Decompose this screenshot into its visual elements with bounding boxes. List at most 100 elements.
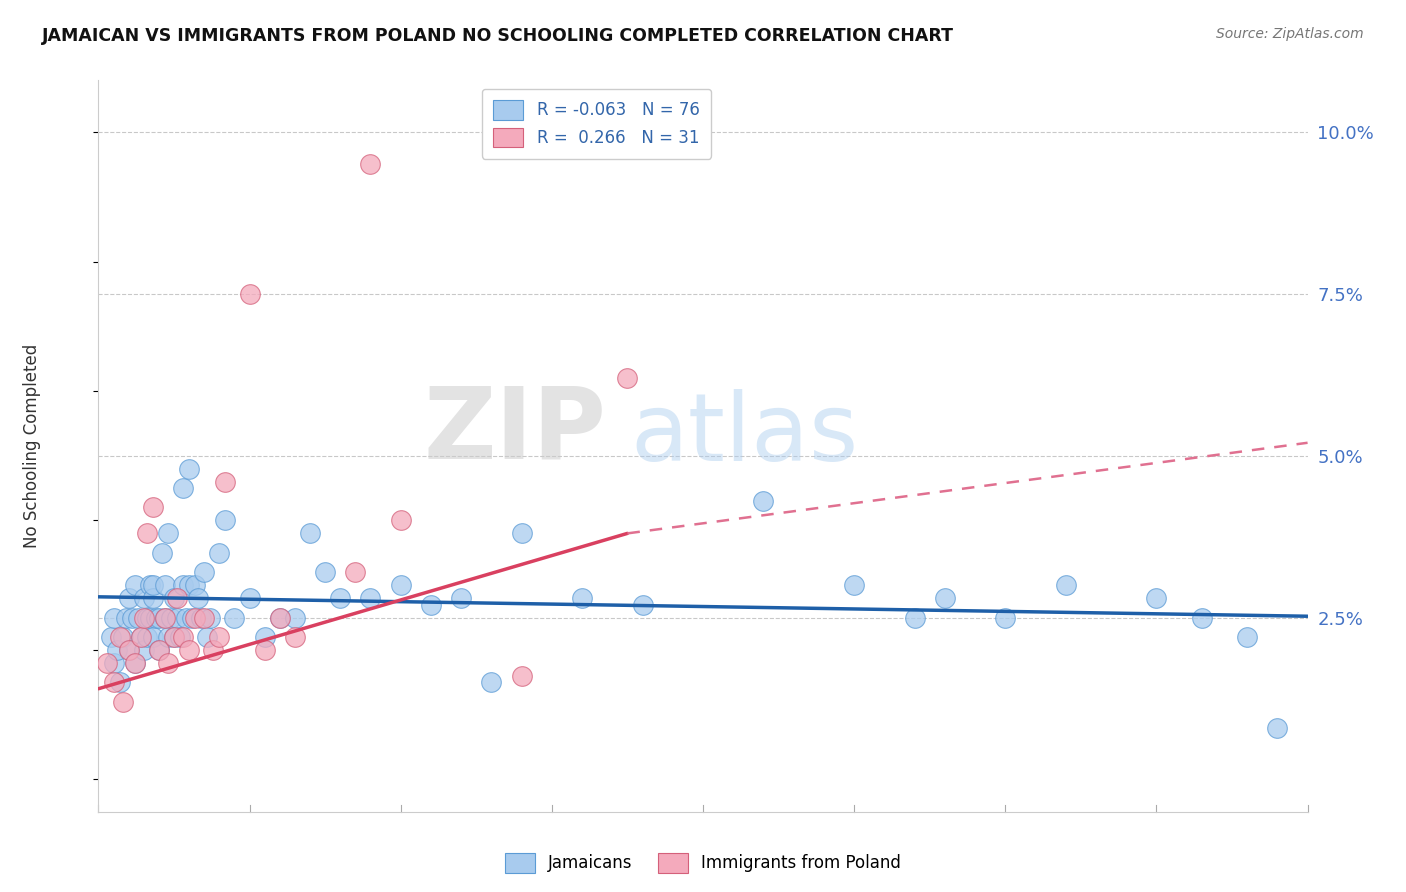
Point xyxy=(389,578,412,592)
Point xyxy=(108,630,131,644)
Point xyxy=(118,591,141,606)
Point xyxy=(344,566,367,580)
Point xyxy=(269,610,291,624)
Point xyxy=(148,643,170,657)
Point xyxy=(510,669,533,683)
Point xyxy=(148,610,170,624)
Point xyxy=(208,630,231,644)
Point xyxy=(132,610,155,624)
Point xyxy=(269,610,291,624)
Point xyxy=(253,630,276,644)
Point xyxy=(166,610,188,624)
Point xyxy=(172,481,194,495)
Point xyxy=(202,643,225,657)
Point xyxy=(169,630,191,644)
Text: ZIP: ZIP xyxy=(423,383,606,480)
Text: Source: ZipAtlas.com: Source: ZipAtlas.com xyxy=(1216,27,1364,41)
Point xyxy=(148,643,170,657)
Point xyxy=(481,675,503,690)
Point xyxy=(181,610,204,624)
Point xyxy=(184,610,207,624)
Point xyxy=(142,500,165,515)
Point xyxy=(129,630,152,644)
Point xyxy=(1267,721,1289,735)
Point xyxy=(239,591,262,606)
Point xyxy=(153,610,176,624)
Point xyxy=(420,598,443,612)
Point xyxy=(124,656,146,670)
Point xyxy=(132,643,155,657)
Point xyxy=(160,610,183,624)
Point xyxy=(172,578,194,592)
Point xyxy=(360,157,382,171)
Point xyxy=(135,610,157,624)
Point xyxy=(1054,578,1077,592)
Point xyxy=(132,591,155,606)
Point xyxy=(124,656,146,670)
Point xyxy=(752,494,775,508)
Point xyxy=(156,526,179,541)
Point xyxy=(163,630,186,644)
Point xyxy=(284,630,307,644)
Point xyxy=(96,656,118,670)
Point xyxy=(153,578,176,592)
Point xyxy=(100,630,122,644)
Point xyxy=(1236,630,1258,644)
Point xyxy=(142,578,165,592)
Point xyxy=(299,526,322,541)
Point xyxy=(139,578,162,592)
Point xyxy=(190,610,212,624)
Point xyxy=(118,643,141,657)
Point xyxy=(1191,610,1213,624)
Legend: R = -0.063   N = 76, R =  0.266   N = 31: R = -0.063 N = 76, R = 0.266 N = 31 xyxy=(482,88,711,159)
Point xyxy=(163,591,186,606)
Point xyxy=(193,566,215,580)
Point xyxy=(208,546,231,560)
Point xyxy=(179,578,201,592)
Point xyxy=(571,591,593,606)
Point xyxy=(150,546,173,560)
Point xyxy=(214,475,236,489)
Text: JAMAICAN VS IMMIGRANTS FROM POLAND NO SCHOOLING COMPLETED CORRELATION CHART: JAMAICAN VS IMMIGRANTS FROM POLAND NO SC… xyxy=(42,27,955,45)
Point xyxy=(1144,591,1167,606)
Point xyxy=(129,630,152,644)
Point xyxy=(187,591,209,606)
Point xyxy=(142,591,165,606)
Point xyxy=(145,610,167,624)
Point xyxy=(200,610,222,624)
Point xyxy=(103,610,125,624)
Point xyxy=(142,630,165,644)
Point xyxy=(153,610,176,624)
Point xyxy=(139,610,162,624)
Text: atlas: atlas xyxy=(630,389,859,481)
Point xyxy=(314,566,336,580)
Point xyxy=(631,598,654,612)
Text: No Schooling Completed: No Schooling Completed xyxy=(22,344,41,548)
Point xyxy=(510,526,533,541)
Point xyxy=(135,630,157,644)
Point xyxy=(163,630,186,644)
Point xyxy=(166,591,188,606)
Point xyxy=(184,578,207,592)
Point xyxy=(934,591,956,606)
Point xyxy=(118,643,141,657)
Point xyxy=(103,656,125,670)
Point xyxy=(105,643,128,657)
Point xyxy=(195,630,218,644)
Point xyxy=(114,610,136,624)
Point xyxy=(135,526,157,541)
Point xyxy=(616,371,638,385)
Point xyxy=(193,610,215,624)
Point xyxy=(284,610,307,624)
Point xyxy=(174,610,197,624)
Point xyxy=(156,630,179,644)
Point xyxy=(994,610,1017,624)
Point xyxy=(329,591,352,606)
Point xyxy=(214,513,236,527)
Point xyxy=(360,591,382,606)
Point xyxy=(450,591,472,606)
Point xyxy=(844,578,866,592)
Point xyxy=(111,695,134,709)
Legend: Jamaicans, Immigrants from Poland: Jamaicans, Immigrants from Poland xyxy=(498,847,908,880)
Point xyxy=(156,656,179,670)
